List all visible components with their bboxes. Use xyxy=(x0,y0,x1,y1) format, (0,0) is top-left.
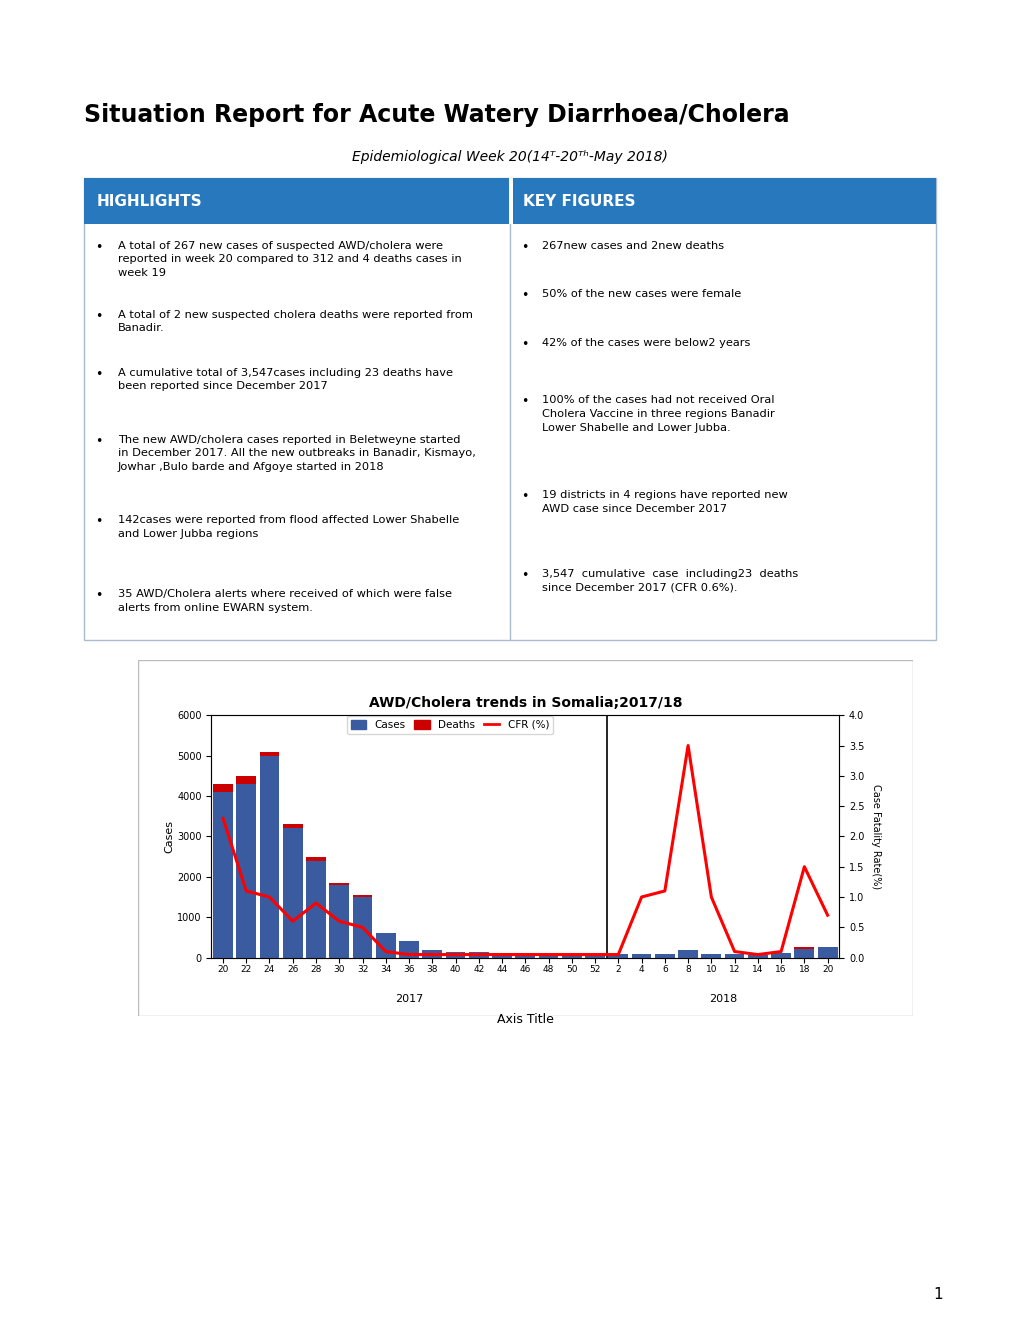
Bar xyxy=(561,953,581,957)
Bar xyxy=(515,953,535,957)
Bar xyxy=(678,949,697,957)
Text: •: • xyxy=(521,396,528,408)
Bar xyxy=(236,784,256,957)
Bar xyxy=(445,952,465,957)
Bar xyxy=(353,898,372,957)
Bar xyxy=(213,792,232,957)
Text: •: • xyxy=(95,434,102,447)
Bar xyxy=(747,954,767,957)
Text: 1: 1 xyxy=(932,1287,943,1302)
Bar xyxy=(353,895,372,898)
Bar xyxy=(213,784,232,792)
X-axis label: Axis Title: Axis Title xyxy=(496,1014,553,1026)
Bar xyxy=(492,953,512,957)
Bar xyxy=(422,949,441,957)
Text: 35 AWD/Cholera alerts where received of which were false
alerts from online EWAR: 35 AWD/Cholera alerts where received of … xyxy=(117,589,451,612)
Text: 142cases were reported from flood affected Lower Shabelle
and Lower Jubba region: 142cases were reported from flood affect… xyxy=(117,515,459,539)
Bar xyxy=(794,949,813,957)
Y-axis label: Case Fatality Rate(%): Case Fatality Rate(%) xyxy=(870,784,880,888)
Text: 100% of the cases had not received Oral
Cholera Vaccine in three regions Banadir: 100% of the cases had not received Oral … xyxy=(542,396,774,433)
Bar xyxy=(376,933,395,957)
Text: Situation Report for Acute Watery Diarrhoea/Cholera: Situation Report for Acute Watery Diarrh… xyxy=(84,103,789,127)
Text: A total of 2 new suspected cholera deaths were reported from
Banadir.: A total of 2 new suspected cholera death… xyxy=(117,310,472,334)
Bar xyxy=(306,857,325,861)
Text: Ministry Of Health: Ministry Of Health xyxy=(271,28,455,46)
Text: •: • xyxy=(521,569,528,582)
Bar xyxy=(260,755,279,957)
Text: •: • xyxy=(521,338,528,351)
Text: •: • xyxy=(95,515,102,528)
Text: HIGHLIGHTS: HIGHLIGHTS xyxy=(97,194,202,209)
Text: 267new cases and 2new deaths: 267new cases and 2new deaths xyxy=(542,240,723,251)
Bar xyxy=(329,883,348,884)
Text: 2018: 2018 xyxy=(708,994,737,1005)
Text: 50% of the new cases were female: 50% of the new cases were female xyxy=(542,289,741,300)
Title: AWD/Cholera trends in Somalia;2017/18: AWD/Cholera trends in Somalia;2017/18 xyxy=(368,696,682,710)
Bar xyxy=(725,954,744,957)
Bar xyxy=(631,953,651,957)
Text: •: • xyxy=(521,289,528,302)
Text: 3,547  cumulative  case  including23  deaths
since December 2017 (CFR 0.6%).: 3,547 cumulative case including23 deaths… xyxy=(542,569,798,593)
Y-axis label: Cases: Cases xyxy=(164,820,174,853)
Bar xyxy=(329,884,348,957)
Bar xyxy=(585,954,604,957)
Bar xyxy=(282,824,303,829)
Bar xyxy=(508,178,513,224)
Text: A cumulative total of 3,547cases including 23 deaths have
been reported since De: A cumulative total of 3,547cases includi… xyxy=(117,367,452,391)
Text: Somali Federal Republic: Somali Federal Republic xyxy=(271,58,421,70)
Text: •: • xyxy=(95,310,102,323)
Text: 19 districts in 4 regions have reported new
AWD case since December 2017: 19 districts in 4 regions have reported … xyxy=(542,490,788,513)
Bar xyxy=(701,953,720,957)
Bar xyxy=(236,776,256,784)
Bar xyxy=(306,861,325,957)
Bar xyxy=(538,953,557,957)
Text: •: • xyxy=(521,240,528,253)
Text: KEY FIGURES: KEY FIGURES xyxy=(523,194,635,209)
Bar xyxy=(260,751,279,755)
Text: 42% of the cases were below2 years: 42% of the cases were below2 years xyxy=(542,338,750,347)
Bar xyxy=(282,829,303,957)
Text: •: • xyxy=(521,490,528,503)
Bar xyxy=(817,946,837,957)
Bar xyxy=(794,946,813,949)
Text: •: • xyxy=(95,367,102,380)
Text: World Health
Organization: World Health Organization xyxy=(799,32,891,62)
Bar xyxy=(770,953,790,957)
Text: •: • xyxy=(95,589,102,602)
Text: Epidemiological Week 20(14ᵀ-20ᵀʰ-May 2018): Epidemiological Week 20(14ᵀ-20ᵀʰ-May 201… xyxy=(352,150,667,164)
Bar xyxy=(469,952,488,957)
Bar xyxy=(654,954,674,957)
Bar xyxy=(398,941,419,957)
Text: 2017: 2017 xyxy=(394,994,423,1005)
Bar xyxy=(84,178,935,224)
Text: A total of 267 new cases of suspected AWD/cholera were
reported in week 20 compa: A total of 267 new cases of suspected AW… xyxy=(117,240,461,277)
Bar xyxy=(608,954,628,957)
Legend: Cases, Deaths, CFR (%): Cases, Deaths, CFR (%) xyxy=(346,715,552,734)
Text: •: • xyxy=(95,240,102,253)
Text: The new AWD/cholera cases reported in Beletweyne started
in December 2017. All t: The new AWD/cholera cases reported in Be… xyxy=(117,434,475,471)
